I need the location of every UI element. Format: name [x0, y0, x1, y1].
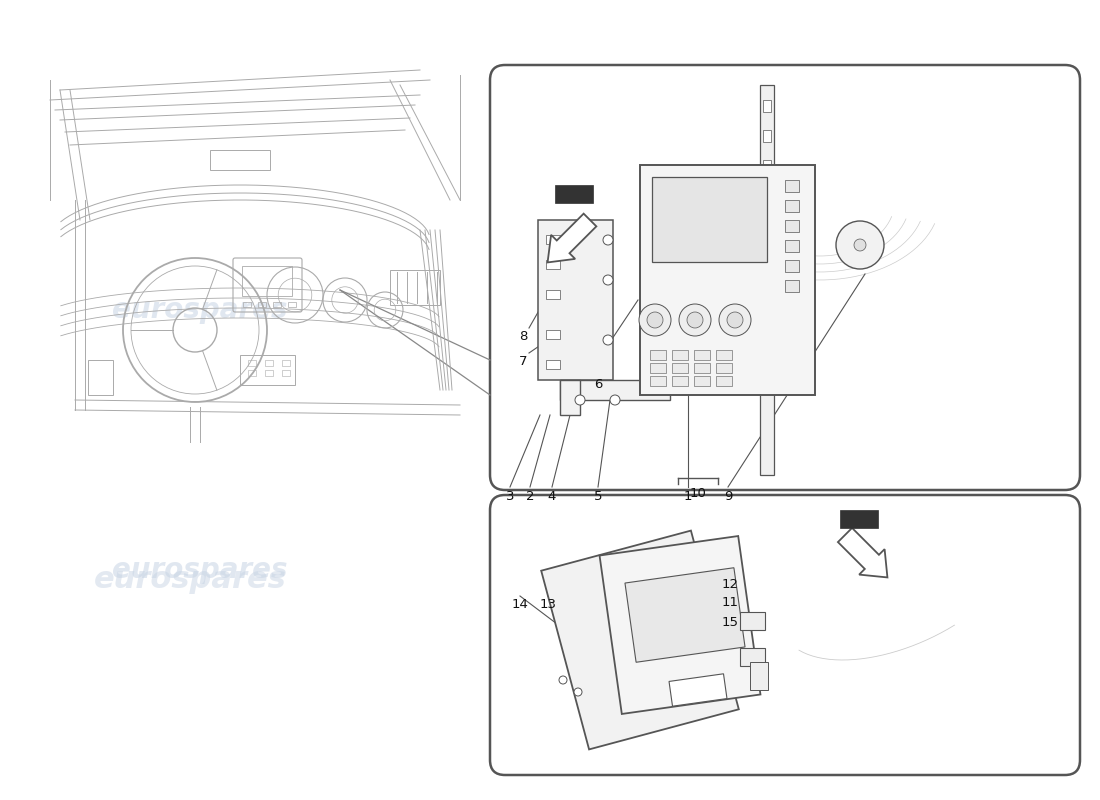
Bar — [785, 280, 799, 292]
Bar — [672, 363, 688, 373]
Polygon shape — [625, 568, 745, 662]
Text: 8: 8 — [518, 330, 527, 343]
Text: eurospares: eurospares — [94, 566, 286, 594]
Bar — [560, 380, 670, 400]
Bar — [763, 100, 771, 112]
Bar — [750, 662, 768, 690]
Text: 4: 4 — [548, 490, 557, 503]
FancyBboxPatch shape — [490, 65, 1080, 490]
Polygon shape — [838, 528, 888, 578]
Circle shape — [575, 395, 585, 405]
Text: eurospares: eurospares — [641, 348, 799, 372]
Circle shape — [679, 304, 711, 336]
Polygon shape — [541, 530, 739, 750]
Bar — [240, 355, 295, 385]
Bar — [785, 200, 799, 212]
Bar — [546, 235, 560, 244]
Bar — [694, 350, 710, 360]
Bar — [265, 370, 273, 376]
Circle shape — [719, 304, 751, 336]
Bar — [716, 363, 732, 373]
Bar — [785, 240, 799, 252]
Circle shape — [836, 221, 884, 269]
Bar — [546, 260, 560, 269]
Bar — [265, 360, 273, 366]
Text: 7: 7 — [518, 355, 527, 368]
Text: 2: 2 — [526, 490, 535, 503]
Text: 6: 6 — [594, 378, 602, 391]
Text: 13: 13 — [539, 598, 557, 611]
Bar — [716, 376, 732, 386]
Bar — [243, 302, 251, 307]
Polygon shape — [600, 536, 760, 714]
Bar — [273, 302, 280, 307]
Bar — [650, 350, 666, 360]
Bar — [672, 350, 688, 360]
Bar — [694, 376, 710, 386]
Text: 11: 11 — [722, 596, 739, 609]
Bar — [546, 330, 560, 339]
Bar — [763, 190, 771, 202]
Text: 12: 12 — [722, 578, 739, 591]
Bar — [258, 302, 266, 307]
Bar — [650, 376, 666, 386]
Circle shape — [639, 304, 671, 336]
Text: eurospares: eurospares — [650, 590, 791, 610]
Bar — [652, 177, 767, 262]
Bar — [785, 260, 799, 272]
Bar — [560, 380, 580, 415]
Text: 14: 14 — [512, 598, 528, 611]
Bar — [672, 376, 688, 386]
Circle shape — [603, 335, 613, 345]
Text: 5: 5 — [594, 490, 603, 503]
Bar — [248, 370, 256, 376]
Circle shape — [727, 312, 742, 328]
Polygon shape — [669, 674, 727, 706]
Circle shape — [603, 235, 613, 245]
Text: 9: 9 — [724, 490, 733, 503]
Circle shape — [688, 312, 703, 328]
Bar — [716, 350, 732, 360]
Bar — [740, 612, 764, 630]
Bar — [640, 165, 815, 395]
Bar — [694, 363, 710, 373]
Bar — [242, 266, 292, 296]
Bar — [210, 150, 270, 170]
Text: 15: 15 — [722, 616, 739, 629]
FancyBboxPatch shape — [490, 495, 1080, 775]
Bar — [88, 360, 113, 395]
Text: 10: 10 — [690, 487, 706, 500]
Circle shape — [854, 239, 866, 251]
Text: 1: 1 — [684, 490, 692, 503]
Circle shape — [610, 395, 620, 405]
Bar — [740, 648, 764, 666]
Bar — [785, 180, 799, 192]
Text: eurospares: eurospares — [112, 296, 288, 324]
Circle shape — [647, 312, 663, 328]
Bar — [546, 360, 560, 369]
Text: 3: 3 — [506, 490, 515, 503]
Bar — [546, 290, 560, 299]
Circle shape — [603, 275, 613, 285]
Bar — [538, 220, 613, 380]
Circle shape — [574, 688, 582, 696]
Bar — [390, 270, 440, 305]
Bar — [556, 185, 593, 203]
Bar — [763, 220, 771, 232]
Bar — [288, 302, 296, 307]
Circle shape — [559, 676, 566, 684]
Bar — [785, 220, 799, 232]
Bar — [763, 130, 771, 142]
Bar — [650, 363, 666, 373]
Polygon shape — [548, 214, 596, 262]
Bar — [763, 160, 771, 172]
Bar — [760, 85, 774, 475]
Text: eurospares: eurospares — [112, 556, 288, 584]
Bar — [282, 360, 290, 366]
Bar — [248, 360, 256, 366]
Bar — [840, 510, 878, 528]
Bar — [282, 370, 290, 376]
